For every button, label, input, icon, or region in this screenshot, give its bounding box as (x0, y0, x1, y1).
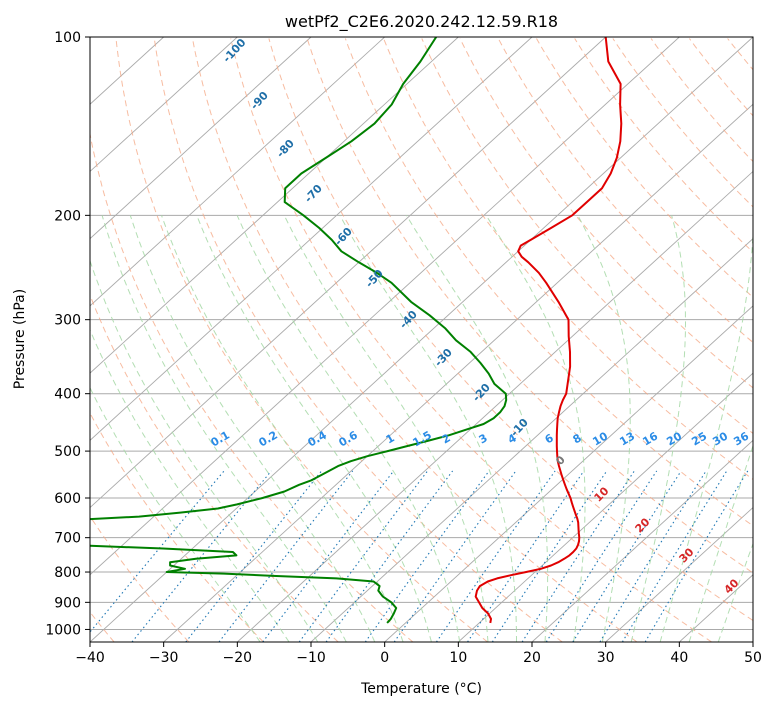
dry-adiabat-line (575, 39, 775, 643)
mixing-ratio-label: 1 (384, 431, 397, 446)
mixing-ratio-label: 0.1 (209, 428, 232, 449)
dry-adiabat-line (78, 39, 413, 643)
moist-adiabat-line (578, 215, 630, 642)
mixing-ratio-label: 0.2 (257, 428, 280, 449)
mixing-ratio-label: 0.4 (306, 428, 330, 449)
moist-adiabat-line (53, 215, 290, 642)
moist-adiabat-label: 20 (633, 515, 653, 535)
y-tick-label: 300 (54, 313, 81, 329)
dry-adiabat-line (766, 39, 775, 643)
isotherm-label: -50 (363, 267, 386, 291)
mixing-ratio-label: 1.5 (411, 428, 434, 449)
y-tick-label: 200 (54, 208, 81, 224)
dry-adiabat-line (689, 39, 775, 643)
temperature-profile (476, 37, 622, 623)
dry-adiabat-line (651, 39, 775, 643)
mixing-ratio-label: 13 (617, 430, 637, 449)
y-axis-label: Pressure (hPa) (12, 289, 28, 389)
plot-guides (0, 37, 775, 642)
mixing-ratio-label: 16 (640, 429, 660, 448)
y-tick-label: 400 (54, 387, 81, 403)
x-tick-label: 40 (670, 650, 688, 666)
y-tick-label: 700 (54, 531, 81, 547)
mixing-ratio-line (132, 471, 271, 642)
dry-adiabat-line (0, 39, 189, 643)
mixing-ratio-line (573, 471, 681, 642)
y-tick-label: 500 (54, 444, 81, 460)
mixing-ratio-label: 6 (543, 431, 556, 446)
plot-series (0, 37, 621, 623)
x-axis-label: Temperature (°C) (360, 681, 482, 697)
dry-adiabat-line (384, 39, 775, 643)
x-tick-label: 10 (449, 650, 467, 666)
mixing-ratio-line (394, 471, 516, 642)
mixing-ratio-label: 10 (590, 429, 610, 448)
x-tick-label: −40 (75, 650, 105, 666)
mixing-ratio-label: 0.6 (337, 428, 361, 449)
isotherm-label: -80 (274, 137, 297, 161)
dry-adiabat-line (269, 39, 775, 643)
mixing-ratio-label: 20 (664, 429, 684, 448)
mixing-ratio-label: 36 (731, 429, 751, 448)
x-tick-label: −10 (296, 650, 326, 666)
y-tick-label: 100 (54, 30, 81, 46)
isotherm-line (16, 37, 679, 642)
isotherm-label: -40 (397, 308, 420, 332)
isotherm-line (753, 37, 775, 642)
moist-adiabat-label: 0 (553, 453, 568, 468)
isotherm-line (0, 37, 606, 642)
moist-adiabat-label: 40 (722, 576, 742, 596)
x-tick-label: −30 (149, 650, 179, 666)
mixing-ratio-line (492, 471, 607, 642)
y-tick-label: 800 (54, 565, 81, 581)
isotherm-line (90, 37, 753, 642)
moist-adiabat-line (76, 215, 317, 642)
x-tick-label: 50 (744, 650, 762, 666)
isotherm-label: -20 (470, 381, 493, 405)
moist-adiabat-line (660, 215, 754, 642)
y-tick-label: 900 (54, 595, 81, 611)
x-tick-label: 30 (597, 650, 615, 666)
x-tick-label: −20 (223, 650, 253, 666)
chart-title: wetPf2_C2E6.2020.242.12.59.R18 (285, 12, 558, 32)
dry-adiabat-line (231, 39, 712, 643)
dry-adiabat-line (460, 39, 775, 643)
dry-adiabat-line (498, 39, 775, 643)
moist-adiabat-label: 10 (592, 484, 612, 504)
dry-adiabat-line (728, 39, 775, 643)
dry-adiabat-line (193, 39, 638, 643)
moist-adiabat-label: 30 (677, 545, 697, 565)
mixing-ratio-line (82, 471, 224, 642)
isotherm-label: -100 (220, 36, 249, 65)
x-tick-label: 0 (380, 650, 389, 666)
moist-adiabat-line (631, 215, 685, 642)
y-tick-label: 1000 (45, 622, 81, 638)
y-tick-label: 600 (54, 491, 81, 507)
mixing-ratio-line (263, 471, 394, 642)
dry-adiabat-line (116, 39, 488, 643)
isotherm-label: -70 (302, 182, 325, 206)
mixing-ratio-label: 30 (710, 429, 730, 448)
isotherm-label: -90 (248, 89, 271, 113)
x-tick-label: 20 (523, 650, 541, 666)
mixing-ratio-line (186, 471, 322, 642)
isotherm-line (0, 37, 311, 642)
